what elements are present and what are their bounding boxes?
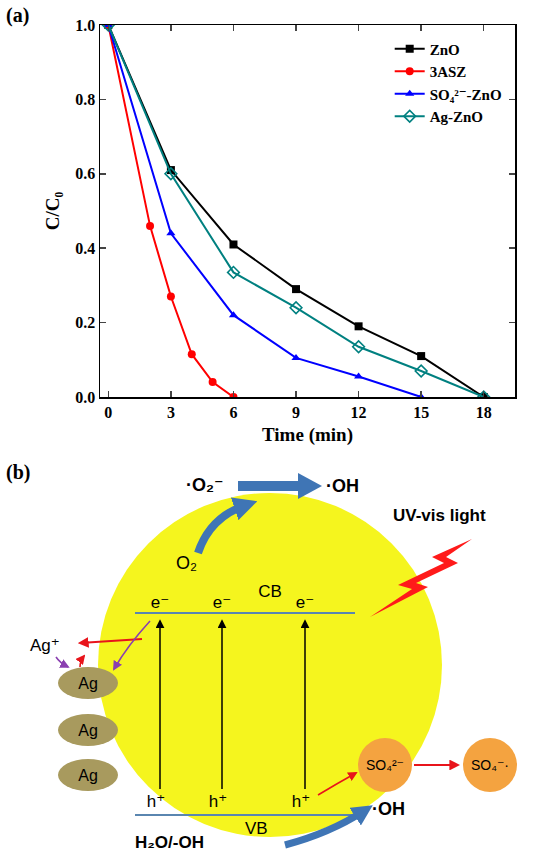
svg-text:·OH: ·OH xyxy=(326,476,359,496)
svg-text:·OH: ·OH xyxy=(372,799,405,819)
svg-text:H₂O/-OH: H₂O/-OH xyxy=(135,833,204,852)
svg-text:0.6: 0.6 xyxy=(75,165,95,182)
svg-text:3ASZ: 3ASZ xyxy=(430,64,467,80)
svg-text:9: 9 xyxy=(292,404,300,421)
svg-text:Ag: Ag xyxy=(78,675,98,692)
svg-text:h⁺: h⁺ xyxy=(147,792,165,811)
svg-text:ZnO: ZnO xyxy=(430,42,460,58)
svg-text:Ag: Ag xyxy=(78,767,98,784)
svg-text:6: 6 xyxy=(229,404,237,421)
svg-text:(b): (b) xyxy=(6,461,30,484)
svg-text:CB: CB xyxy=(258,582,282,601)
svg-text:1.0: 1.0 xyxy=(75,17,95,34)
svg-text:0.0: 0.0 xyxy=(75,389,95,406)
svg-text:SO₄⁻·: SO₄⁻· xyxy=(471,757,509,773)
svg-text:0.2: 0.2 xyxy=(75,314,95,331)
svg-text:0.8: 0.8 xyxy=(75,91,95,108)
svg-text:·O₂⁻: ·O₂⁻ xyxy=(186,475,224,495)
svg-text:UV-vis light: UV-vis light xyxy=(393,506,486,525)
svg-text:O₂: O₂ xyxy=(176,553,197,573)
svg-text:18: 18 xyxy=(476,404,492,421)
svg-text:SO₄²⁻: SO₄²⁻ xyxy=(366,757,404,773)
svg-text:VB: VB xyxy=(245,819,268,838)
html-text:(a): (a) xyxy=(6,4,30,26)
svg-text:e⁻: e⁻ xyxy=(296,593,314,612)
svg-text:15: 15 xyxy=(413,404,429,421)
svg-text:12: 12 xyxy=(351,404,367,421)
svg-text:Time (min): Time (min) xyxy=(262,424,353,446)
svg-text:0.4: 0.4 xyxy=(75,240,95,257)
svg-text:Ag: Ag xyxy=(78,722,98,739)
svg-text:e⁻: e⁻ xyxy=(213,593,231,612)
svg-text:SO₄²⁻-ZnO: SO₄²⁻-ZnO xyxy=(430,87,502,103)
svg-text:C/C₀: C/C₀ xyxy=(42,191,63,230)
svg-text:h⁺: h⁺ xyxy=(209,792,227,811)
svg-text:h⁺: h⁺ xyxy=(292,792,310,811)
svg-text:Ag⁺: Ag⁺ xyxy=(30,636,60,655)
svg-text:0: 0 xyxy=(104,404,112,421)
svg-text:Ag-ZnO: Ag-ZnO xyxy=(430,109,483,125)
svg-text:e⁻: e⁻ xyxy=(151,593,169,612)
svg-text:3: 3 xyxy=(167,404,175,421)
